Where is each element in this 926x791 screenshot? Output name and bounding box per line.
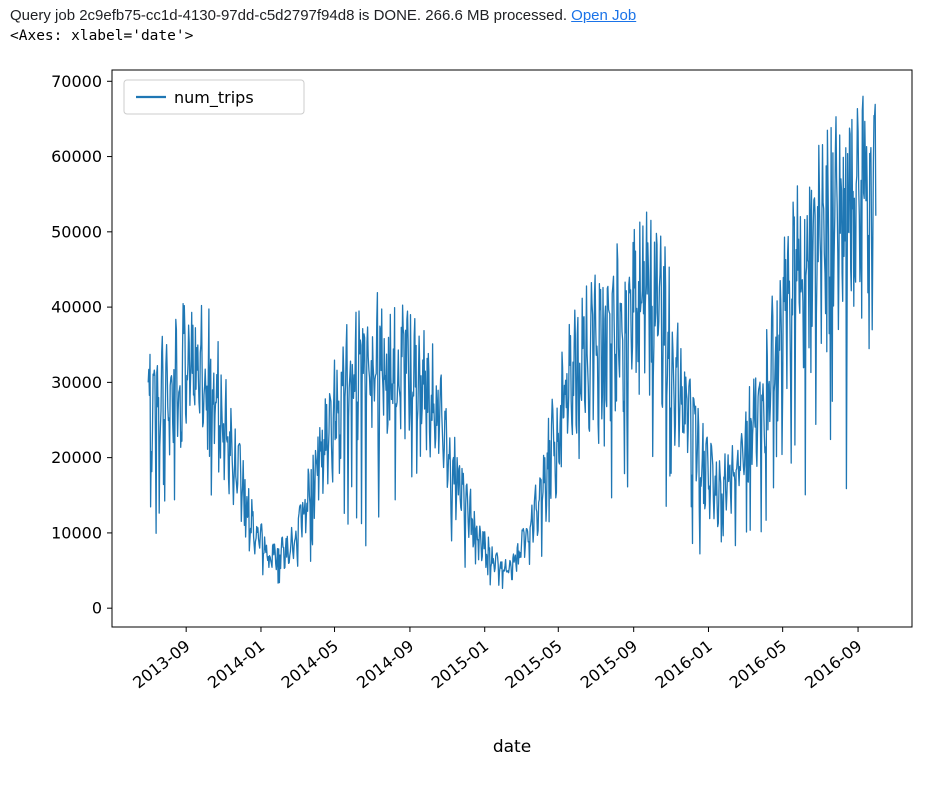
y-tick-label: 70000	[51, 72, 102, 91]
x-axis-label: date	[493, 737, 531, 757]
x-tick-label: 2016-05	[726, 636, 790, 692]
x-tick-label: 2014-09	[353, 636, 417, 692]
x-tick-label: 2015-01	[428, 636, 492, 692]
legend-box	[123, 79, 305, 115]
num-trips-line-chart: 0 10000 20000 30000 40000 50000 60000 70000 2013…	[51, 69, 913, 757]
x-tick-label: 2014-05	[278, 636, 342, 692]
num-trips-series-line	[147, 95, 877, 590]
x-tick-label: 2016-09	[801, 636, 865, 692]
x-tick-label: 2015-09	[577, 636, 641, 692]
axes-repr-text: <Axes: xlabel='date'>	[10, 28, 194, 44]
legend-label: num_trips	[174, 88, 254, 108]
plot-border	[111, 69, 913, 628]
x-tick-label: 2015-05	[501, 636, 565, 692]
y-tick-label: 10000	[51, 523, 102, 542]
query-status-line: Query job 2c9efb75-cc1d-4130-97dd-c5d279…	[10, 6, 636, 26]
y-tick-label: 0	[92, 599, 102, 618]
y-tick-label: 40000	[51, 298, 102, 317]
query-status-text: Query job 2c9efb75-cc1d-4130-97dd-c5d279…	[10, 7, 572, 24]
x-tick-label: 2016-01	[652, 636, 716, 692]
x-tick-label: 2013-09	[129, 636, 193, 692]
y-tick-label: 50000	[51, 222, 102, 241]
x-tick-label: 2014-01	[204, 636, 268, 692]
y-tick-label: 60000	[51, 147, 102, 166]
y-tick-label: 30000	[51, 373, 102, 392]
open-job-link[interactable]: Open Job	[571, 7, 637, 24]
matplotlib-figure: 0 10000 20000 30000 40000 50000 60000 70000 2013…	[0, 52, 926, 786]
y-tick-label: 20000	[51, 448, 102, 467]
